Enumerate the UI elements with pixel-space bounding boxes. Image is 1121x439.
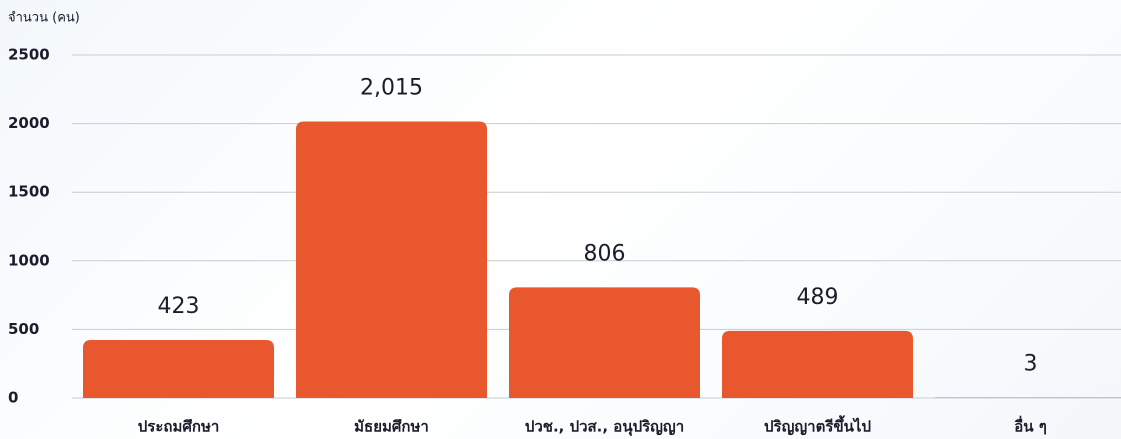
y-tick-label: 2500 [8,46,50,64]
value-label: 3 [1024,352,1038,377]
y-tick-label: 1000 [8,251,50,269]
x-tick-label: ประถมศึกษา [138,418,220,436]
y-axis-label: จำนวน (คน) [8,11,80,26]
value-label: 806 [584,241,626,266]
y-tick-label: 0 [8,389,18,407]
x-tick-label: ปริญญาตรีขึ้นไป [764,415,871,436]
value-label: 423 [158,294,200,319]
x-tick-label: มัธยมศึกษา [354,418,429,436]
bar [296,121,487,399]
bar [83,339,274,398]
value-label: 2,015 [360,76,423,101]
y-tick-label: 2000 [8,114,50,132]
bar [722,330,913,398]
x-tick-label: ปวช., ปวส., อนุปริญญา [525,418,684,437]
value-label: 489 [797,285,839,310]
x-tick-label: อื่น ๆ [1014,416,1047,436]
y-tick-label: 1500 [8,183,50,201]
bar [509,287,700,398]
y-tick-label: 500 [8,320,39,338]
